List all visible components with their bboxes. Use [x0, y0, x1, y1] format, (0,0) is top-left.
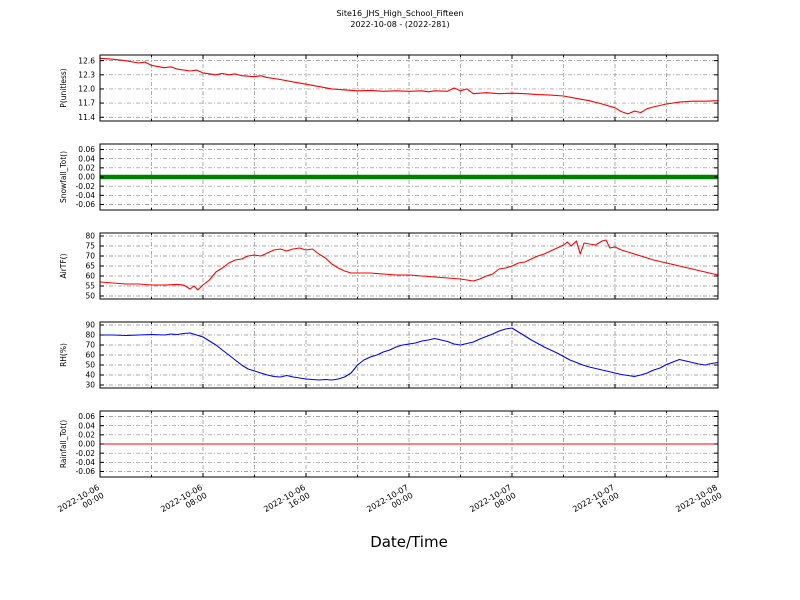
- y-tick-label: 12.3: [78, 70, 95, 79]
- x-tick-label: 2022-10-0600:00: [56, 483, 105, 522]
- y-tick-label: -0.06: [76, 467, 96, 476]
- y-axis-label: Snowfall_Tot(): [59, 151, 68, 203]
- data-series: [99, 57, 719, 115]
- chart-panel-2: -0.06-0.04-0.020.000.020.040.06 Snowfall_…: [59, 143, 719, 211]
- y-tick-label: 60: [85, 351, 95, 360]
- y-tick-label: 70: [85, 252, 95, 261]
- y-axis-label: AirTF(): [59, 253, 68, 278]
- y-tick-label: 12.0: [78, 85, 95, 94]
- y-tick-label: 12.6: [78, 56, 95, 65]
- x-axis-title: Date/Time: [370, 533, 448, 551]
- chart-title-line1: Site16_JHS_High_School_Fifteen: [336, 9, 464, 18]
- y-tick-label: -0.06: [76, 200, 96, 209]
- y-tick-label: 55: [85, 282, 95, 291]
- y-tick-label: 40: [85, 371, 95, 380]
- y-tick-label: 0.06: [78, 145, 95, 154]
- chart-panel-1: 11.4 11.7 12.0 12.3 12.6 P(unitless): [59, 54, 719, 122]
- y-axis-label: Rainfall_Tot(): [59, 420, 68, 468]
- y-tick-label: 75: [85, 242, 95, 251]
- x-tick-label: 2022-10-0716:00: [571, 483, 620, 522]
- y-tick-label: 80: [85, 331, 95, 340]
- x-tick-label: 2022-10-0608:00: [159, 483, 208, 522]
- y-tick-label: 80: [85, 232, 95, 241]
- y-tick-label: -0.04: [76, 458, 96, 467]
- y-tick-label: -0.02: [76, 449, 96, 458]
- y-tick-label: 65: [85, 262, 95, 271]
- chart-title-line2: 2022-10-08 - (2022-281): [350, 19, 450, 29]
- chart-panel-5: -0.06-0.04-0.020.000.020.040.06 Rainfall_…: [59, 410, 719, 478]
- y-tick-label: 0.02: [78, 163, 95, 172]
- y-tick-label: 11.7: [78, 99, 95, 108]
- y-axis-label: RH(%): [59, 343, 68, 367]
- x-tick-label: 2022-10-0616:00: [262, 483, 311, 522]
- y-tick-label: -0.04: [76, 191, 96, 200]
- y-tick-label: 0.00: [78, 440, 95, 449]
- y-axis-label: P(unitless): [59, 68, 68, 107]
- y-tick-label: 0.06: [78, 412, 95, 421]
- y-tick-label: 50: [85, 361, 95, 370]
- x-tick-label: 2022-10-0800:00: [674, 483, 723, 522]
- data-series: [99, 239, 719, 291]
- y-tick-label: 50: [85, 292, 95, 301]
- y-tick-label: 0.04: [78, 154, 95, 163]
- y-tick-label: 0.00: [78, 173, 95, 182]
- y-tick-label: 70: [85, 341, 95, 350]
- y-tick-label: -0.02: [76, 182, 96, 191]
- chart-title: Site16_JHS_High_School_Fifteen 2022-10-0…: [0, 9, 800, 31]
- x-tick-label: 2022-10-0700:00: [365, 483, 414, 522]
- y-tick-label: 60: [85, 272, 95, 281]
- y-tick-label: 30: [85, 381, 95, 390]
- data-series: [100, 327, 719, 381]
- y-tick-label: 0.04: [78, 421, 95, 430]
- y-tick-label: 0.02: [78, 430, 95, 439]
- y-tick-label: 90: [85, 321, 95, 330]
- y-tick-label: 11.4: [78, 113, 95, 122]
- x-tick-label: 2022-10-0708:00: [468, 483, 517, 522]
- x-tick-labels: 2022-10-0600:00 2022-10-0608:00 2022-10-06…: [56, 483, 723, 522]
